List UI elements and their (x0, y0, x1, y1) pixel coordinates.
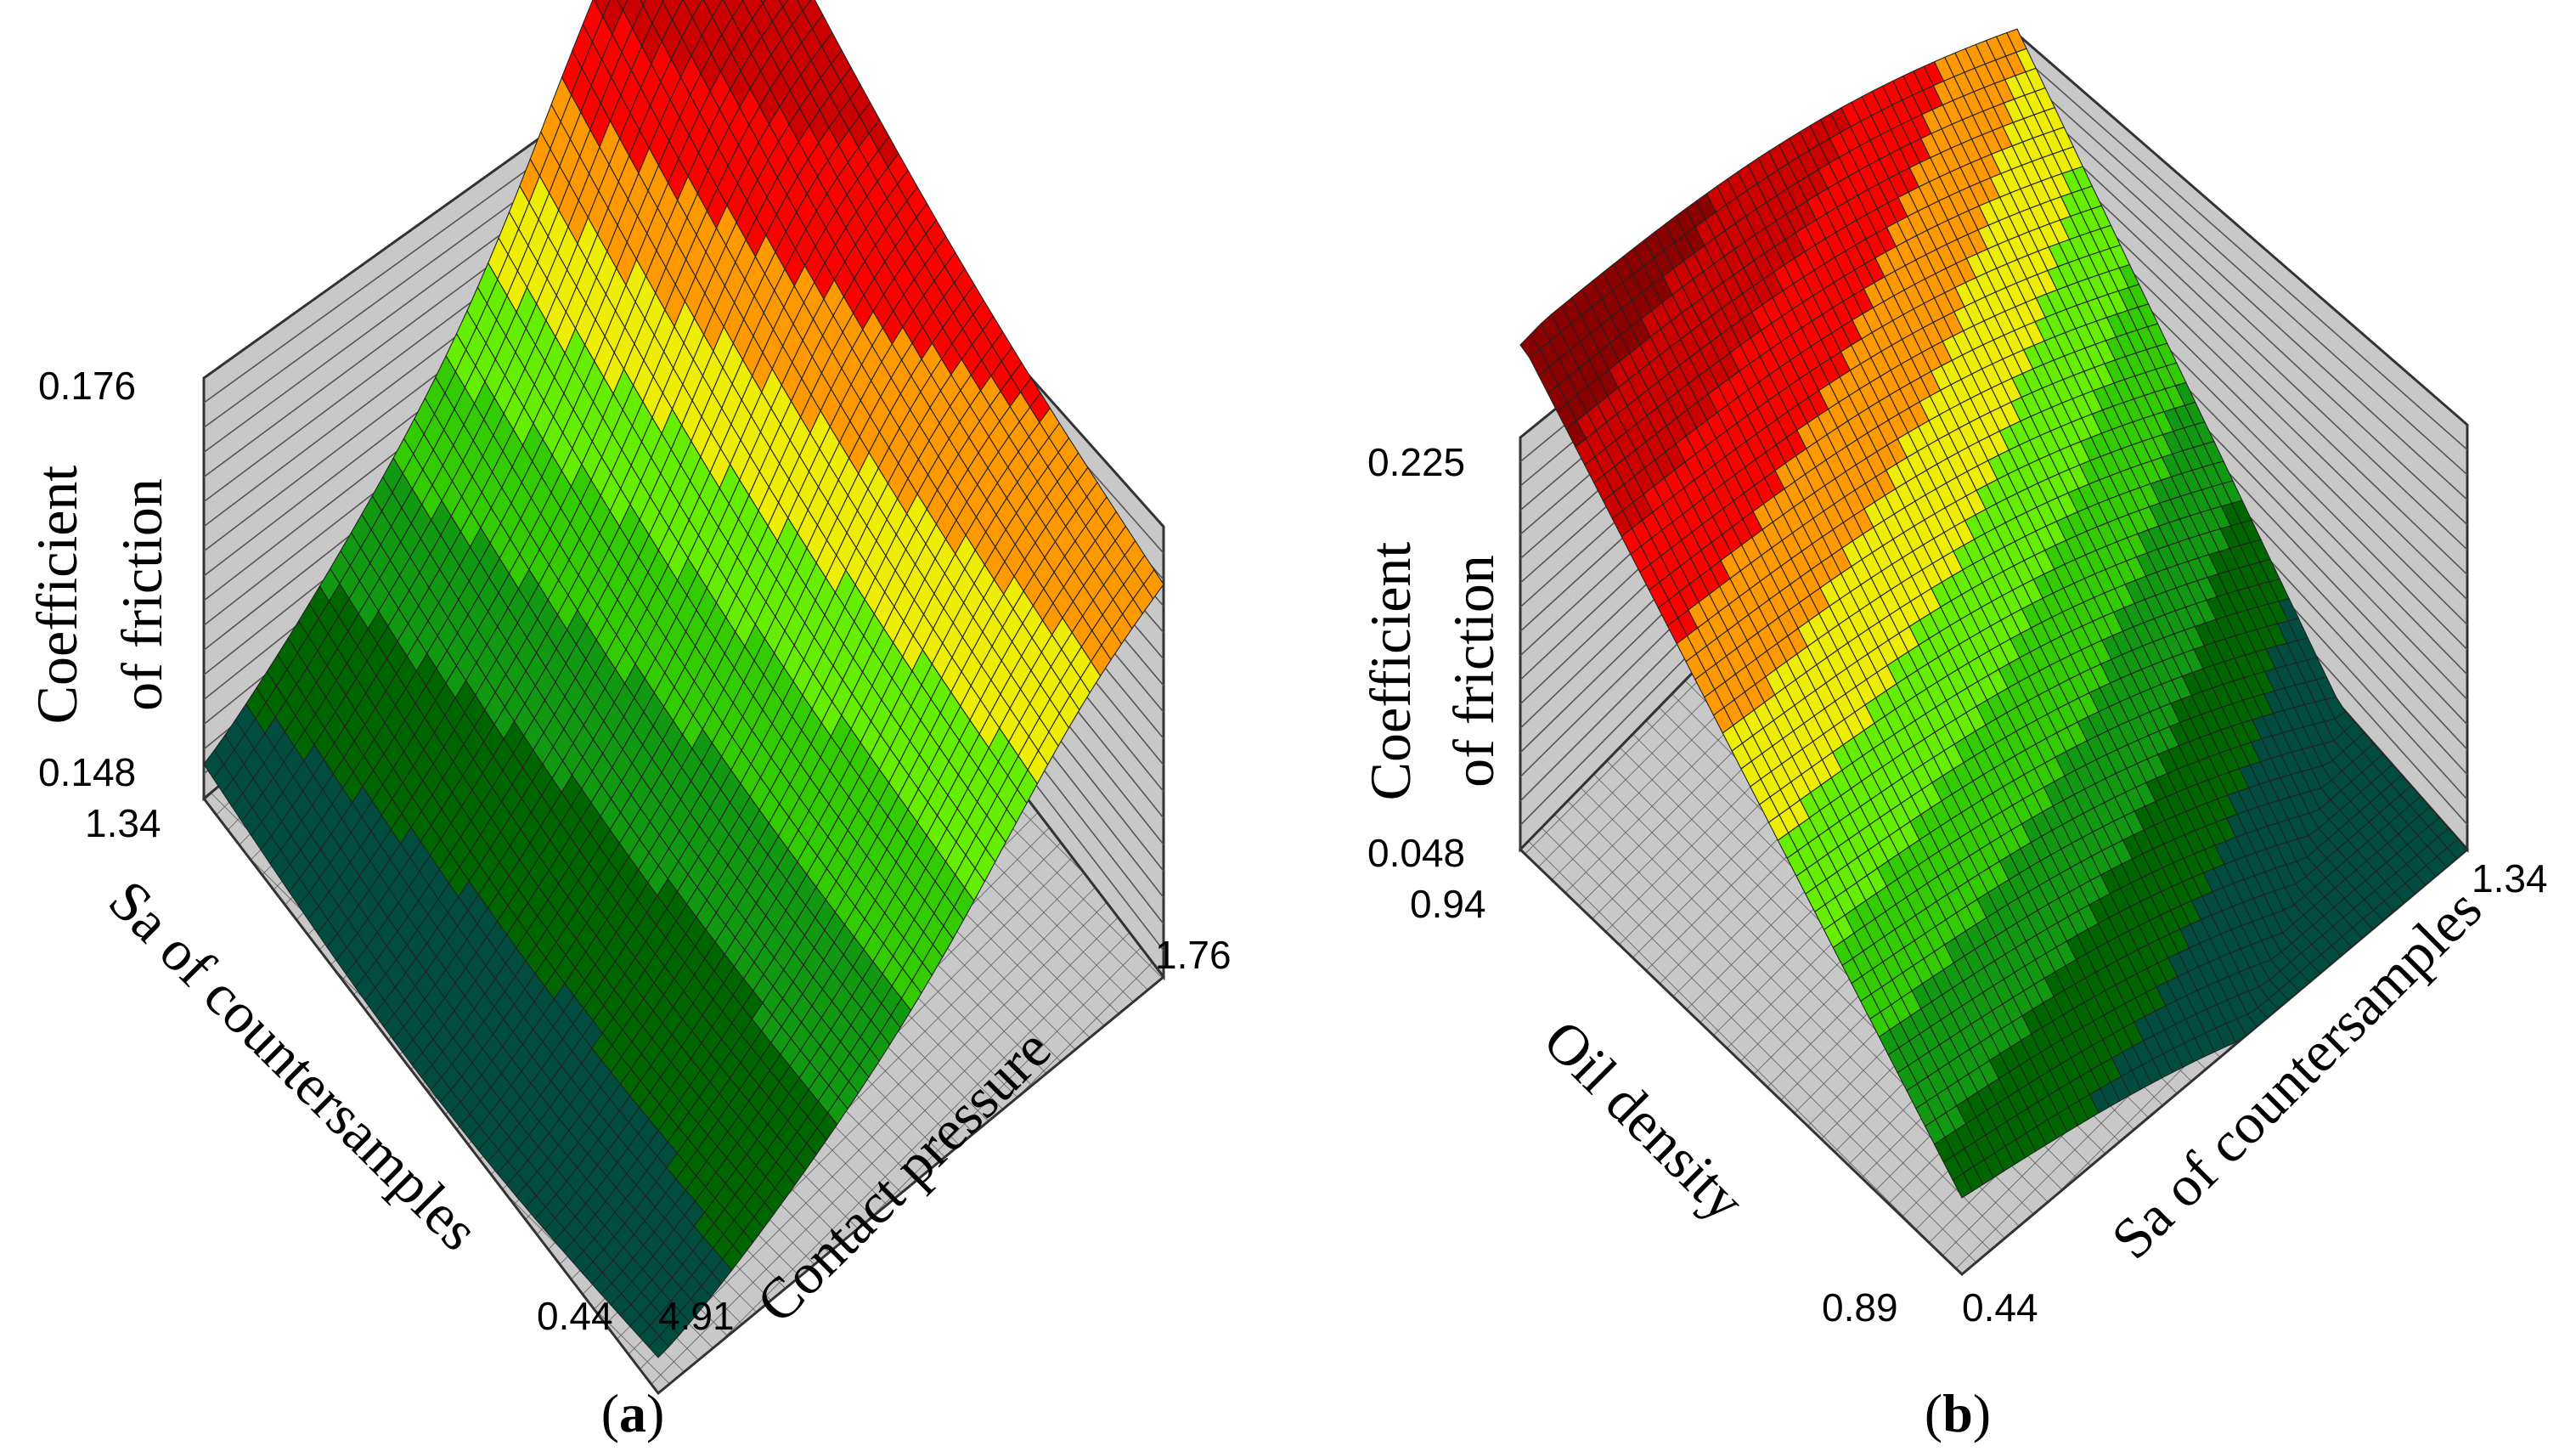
chart-a: 0.176 0.148 1.34 0.44 4.91 1.76 Coeffici… (25, 0, 1232, 1443)
chart-b-y-tick-min: 0.44 (1962, 1285, 2038, 1330)
chart-a-panel-letter: a (619, 1383, 646, 1443)
chart-a-x-tick-max: 1.34 (85, 801, 161, 845)
chart-a-z-tick-min: 0.148 (38, 750, 136, 794)
chart-b-zlabel-line1: Coefficient (1358, 542, 1423, 801)
chart-b-panel-letter: b (1942, 1383, 1973, 1443)
chart-a-y-tick-min: 4.91 (658, 1294, 735, 1338)
chart-a-surface (203, 0, 1164, 1358)
chart-a-y-tick-max: 1.76 (1155, 933, 1232, 977)
surfA-cell (778, 0, 789, 8)
surfA-cell (640, 0, 646, 7)
surfA-cell (617, 0, 628, 12)
chart-b-panel-label: (b) (1925, 1383, 1991, 1443)
chart-a-x-tick-min: 0.44 (537, 1294, 613, 1338)
chart-b-y-tick-max: 1.34 (2472, 856, 2548, 901)
chart-a-panel-label: (a) (601, 1383, 665, 1443)
chart-b-x-tick-min: 0.89 (1822, 1285, 1898, 1330)
chart-a-z-tick-max: 0.176 (38, 364, 136, 408)
chart-b: 0.225 0.048 0.94 0.89 0.44 1.34 Coeffici… (1358, 28, 2548, 1443)
chart-b-zlabel-line2: of friction (1441, 555, 1506, 788)
chart-a-zlabel-line1: Coefficient (25, 466, 89, 725)
chart-b-z-tick-max: 0.225 (1367, 440, 1465, 484)
chart-a-zlabel-line2: of friction (110, 478, 174, 711)
chart-b-z-tick-min: 0.048 (1367, 831, 1465, 875)
chart-b-x-tick-max: 0.94 (1410, 882, 1486, 926)
